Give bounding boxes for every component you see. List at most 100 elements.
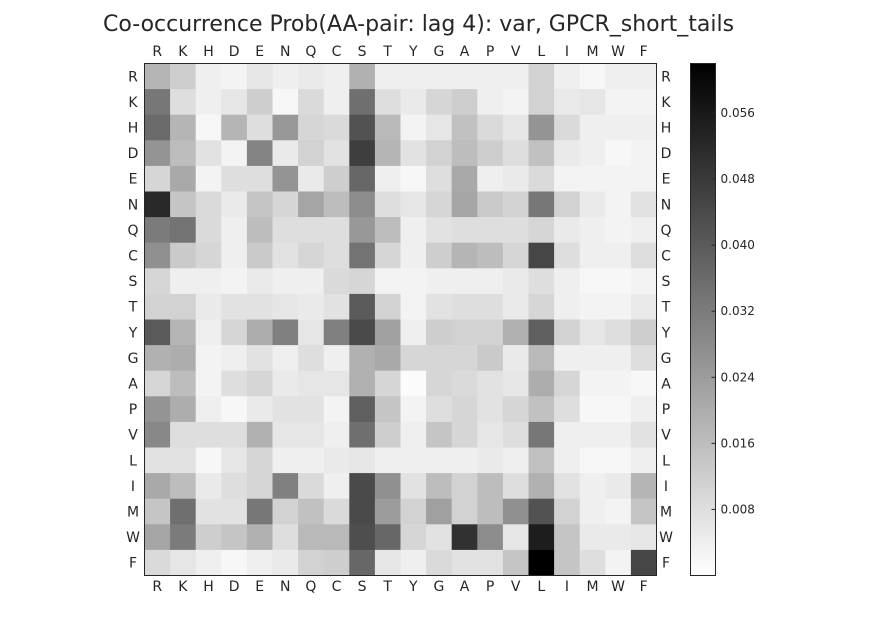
heatmap-cell-L-C bbox=[323, 447, 350, 474]
heatmap-cell-S-N bbox=[272, 268, 299, 295]
heatmap-cell-E-A bbox=[451, 165, 478, 192]
heatmap-cell-S-Q bbox=[298, 268, 325, 295]
heatmap-cell-W-E bbox=[246, 524, 273, 551]
heatmap-cell-A-I bbox=[554, 370, 581, 397]
heatmap-cell-V-S bbox=[349, 421, 376, 448]
heatmap-cell-M-K bbox=[170, 498, 197, 525]
x-tick-bottom-Q: Q bbox=[305, 579, 316, 595]
heatmap-cell-I-D bbox=[221, 473, 248, 500]
x-tick-top-E: E bbox=[255, 44, 264, 60]
heatmap-cell-G-K bbox=[170, 345, 197, 372]
heatmap-cell-N-C bbox=[323, 191, 350, 218]
heatmap-cell-P-R bbox=[144, 396, 171, 423]
heatmap-cell-G-W bbox=[605, 345, 632, 372]
x-tick-top-Y: Y bbox=[408, 44, 418, 60]
heatmap-cell-E-Q bbox=[298, 165, 325, 192]
heatmap-cell-Y-Q bbox=[298, 319, 325, 346]
heatmap-cell-E-C bbox=[323, 165, 350, 192]
heatmap-cell-V-G bbox=[426, 421, 453, 448]
heatmap-cell-M-M bbox=[579, 498, 606, 525]
x-tick-top-W: W bbox=[611, 44, 625, 60]
heatmap-cell-S-M bbox=[579, 268, 606, 295]
heatmap-cell-D-L bbox=[528, 140, 555, 167]
heatmap-cell-W-A bbox=[451, 524, 478, 551]
heatmap-cell-G-S bbox=[349, 345, 376, 372]
heatmap-cell-L-N bbox=[272, 447, 299, 474]
heatmap-cell-L-V bbox=[502, 447, 529, 474]
heatmap-cell-R-W bbox=[605, 63, 632, 90]
heatmap-cell-H-D bbox=[221, 114, 248, 141]
heatmap-cell-L-Y bbox=[400, 447, 427, 474]
y-tick-left-T: T bbox=[128, 300, 138, 316]
heatmap-cell-V-Q bbox=[298, 421, 325, 448]
heatmap-cell-Q-E bbox=[246, 217, 273, 244]
heatmap-cell-D-P bbox=[477, 140, 504, 167]
heatmap-cell-T-Q bbox=[298, 293, 325, 320]
heatmap-cell-N-H bbox=[195, 191, 222, 218]
heatmap-cell-A-D bbox=[221, 370, 248, 397]
heatmap-cell-I-S bbox=[349, 473, 376, 500]
heatmap-cell-E-H bbox=[195, 165, 222, 192]
x-tick-top-P: P bbox=[486, 44, 494, 60]
heatmap-cell-G-F bbox=[630, 345, 657, 372]
heatmap-cell-H-R bbox=[144, 114, 171, 141]
heatmap-cell-S-F bbox=[630, 268, 657, 295]
heatmap-cell-S-R bbox=[144, 268, 171, 295]
x-tick-top-K: K bbox=[178, 44, 188, 60]
heatmap-cell-Q-G bbox=[426, 217, 453, 244]
heatmap-cell-H-S bbox=[349, 114, 376, 141]
heatmap-cell-I-F bbox=[630, 473, 657, 500]
heatmap-cell-R-Y bbox=[400, 63, 427, 90]
heatmap-cell-N-R bbox=[144, 191, 171, 218]
heatmap-cell-R-K bbox=[170, 63, 197, 90]
heatmap-cell-N-G bbox=[426, 191, 453, 218]
y-tick-left-Q: Q bbox=[127, 223, 138, 239]
heatmap-cell-D-Y bbox=[400, 140, 427, 167]
heatmap-cell-S-V bbox=[502, 268, 529, 295]
heatmap-cell-N-S bbox=[349, 191, 376, 218]
heatmap-cell-W-V bbox=[502, 524, 529, 551]
heatmap-cell-W-S bbox=[349, 524, 376, 551]
heatmap-cell-W-M bbox=[579, 524, 606, 551]
heatmap-cell-P-D bbox=[221, 396, 248, 423]
heatmap-cell-C-Q bbox=[298, 242, 325, 269]
heatmap-cell-Y-D bbox=[221, 319, 248, 346]
heatmap-cell-R-N bbox=[272, 63, 299, 90]
x-tick-top-G: G bbox=[433, 44, 444, 60]
heatmap-cell-Y-Y bbox=[400, 319, 427, 346]
heatmap-cell-S-E bbox=[246, 268, 273, 295]
heatmap-cell-E-K bbox=[170, 165, 197, 192]
heatmap-cell-V-V bbox=[502, 421, 529, 448]
heatmap-cell-Q-N bbox=[272, 217, 299, 244]
heatmap-cell-K-Y bbox=[400, 89, 427, 116]
heatmap-cell-Q-T bbox=[374, 217, 401, 244]
heatmap-cell-T-Y bbox=[400, 293, 427, 320]
heatmap-cell-N-F bbox=[630, 191, 657, 218]
heatmap-cell-I-Q bbox=[298, 473, 325, 500]
heatmap-cell-G-P bbox=[477, 345, 504, 372]
heatmap-cell-L-Q bbox=[298, 447, 325, 474]
heatmap-cell-K-M bbox=[579, 89, 606, 116]
heatmap-cell-L-F bbox=[630, 447, 657, 474]
heatmap-cell-H-G bbox=[426, 114, 453, 141]
heatmap-cell-K-F bbox=[630, 89, 657, 116]
heatmap-cell-T-G bbox=[426, 293, 453, 320]
heatmap-cell-R-A bbox=[451, 63, 478, 90]
heatmap-cell-F-H bbox=[195, 549, 222, 576]
x-tick-top-C: C bbox=[332, 44, 342, 60]
heatmap-cell-M-D bbox=[221, 498, 248, 525]
heatmap-cell-R-E bbox=[246, 63, 273, 90]
heatmap-cell-D-V bbox=[502, 140, 529, 167]
heatmap-cell-N-L bbox=[528, 191, 555, 218]
heatmap-cell-K-N bbox=[272, 89, 299, 116]
heatmap-cell-R-I bbox=[554, 63, 581, 90]
heatmap-cell-M-Y bbox=[400, 498, 427, 525]
heatmap-cell-K-H bbox=[195, 89, 222, 116]
y-tick-left-V: V bbox=[128, 428, 138, 444]
heatmap-cell-V-M bbox=[579, 421, 606, 448]
heatmap-cell-F-V bbox=[502, 549, 529, 576]
heatmap-cell-Y-C bbox=[323, 319, 350, 346]
heatmap-cell-K-E bbox=[246, 89, 273, 116]
heatmap-cell-M-T bbox=[374, 498, 401, 525]
heatmap-cell-M-C bbox=[323, 498, 350, 525]
